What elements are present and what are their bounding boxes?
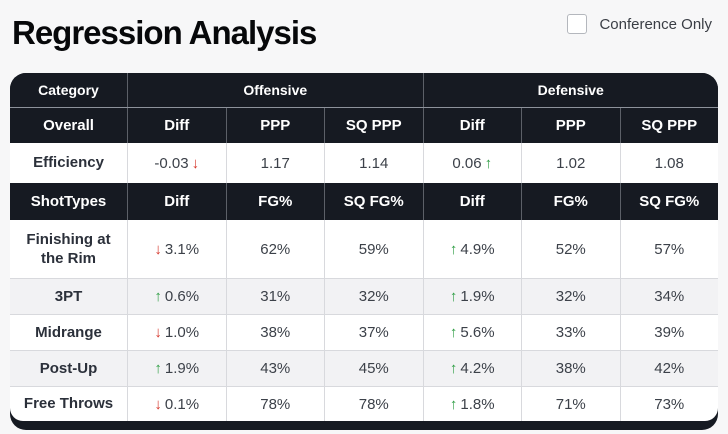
value-cell: 62%: [225, 220, 325, 278]
conference-only-label: Conference Only: [599, 15, 712, 33]
up-arrow-icon: ↑: [449, 324, 458, 341]
column-header: Diff: [127, 108, 226, 143]
up-arrow-icon: ↑: [154, 360, 162, 377]
page-title: Regression Analysis: [12, 14, 317, 51]
column-header: Diff: [422, 183, 522, 220]
value-cell: 39%: [619, 315, 719, 350]
column-header: Diff: [422, 108, 522, 143]
row-label: Midrange: [35, 323, 102, 341]
value-cell: 31%: [225, 279, 325, 314]
row-label: Finishing at the Rim: [26, 230, 111, 268]
row-label: Efficiency: [33, 154, 104, 172]
value-cell: 1.02: [521, 143, 620, 183]
row-label: Post-Up: [39, 359, 98, 377]
diff-value: 3.1%: [164, 240, 200, 258]
diff-value: 0.1%: [164, 395, 200, 413]
row-label: 3PT: [54, 287, 83, 305]
table-row-post-up: Post-Up ↑ 1.9% 43% 45% ↑ 4.2% 38% 42%: [10, 350, 718, 386]
section-header-row-overall: Overall Diff PPP SQ PPP Diff PPP SQ PPP: [10, 108, 718, 143]
value-cell: 1.08: [619, 143, 719, 183]
up-arrow-icon: ↑: [449, 288, 458, 305]
section-header-label: ShotTypes: [30, 193, 107, 210]
up-arrow-icon: ↑: [154, 288, 162, 305]
diff-cell: ↑ 4.2%: [422, 351, 522, 386]
value-cell: 52%: [521, 220, 620, 278]
up-arrow-icon: ↑: [449, 360, 458, 377]
value-cell: 33%: [521, 315, 620, 350]
defensive-group-header: Defensive: [422, 73, 719, 107]
value-cell: 32%: [521, 279, 620, 314]
value-cell: 78%: [225, 387, 325, 421]
diff-cell: ↑ 0.6%: [127, 279, 226, 314]
diff-cell: ↓ 3.1%: [127, 220, 226, 278]
value-cell: 73%: [619, 387, 719, 421]
down-arrow-icon: ↓: [154, 324, 162, 341]
down-arrow-icon: ↓: [154, 240, 162, 258]
category-header-cell: Category: [38, 82, 99, 98]
value-cell: 1.14: [324, 143, 423, 183]
diff-value: 4.2%: [460, 360, 495, 377]
conference-only-control[interactable]: Conference Only: [567, 14, 712, 34]
diff-value: 1.0%: [164, 324, 200, 341]
diff-cell: ↑ 5.6%: [422, 315, 522, 350]
diff-value: 4.9%: [460, 240, 495, 258]
column-header: PPP: [225, 108, 325, 143]
value-cell: 34%: [619, 279, 719, 314]
column-header: FG%: [225, 183, 325, 220]
row-label: Free Throws: [23, 395, 114, 413]
diff-value: 0.06: [452, 154, 482, 172]
value-cell: 57%: [619, 220, 719, 278]
value-cell: 42%: [619, 351, 719, 386]
table-row-midrange: Midrange ↓ 1.0% 38% 37% ↑ 5.6% 33% 39%: [10, 314, 718, 350]
diff-cell: ↓ 1.0%: [127, 315, 226, 350]
diff-value: 1.9%: [460, 288, 495, 305]
diff-cell: 0.06 ↑: [422, 143, 522, 183]
conference-only-checkbox[interactable]: [567, 14, 588, 34]
column-header: PPP: [521, 108, 620, 143]
value-cell: 43%: [225, 351, 325, 386]
section-header-row-shottypes: ShotTypes Diff FG% SQ FG% Diff FG% SQ FG%: [10, 183, 718, 220]
diff-value: 0.6%: [164, 288, 200, 305]
regression-analysis-table: Category Offensive Defensive Overall Diff…: [10, 73, 718, 430]
column-header: SQ FG%: [324, 183, 423, 220]
diff-value: 1.8%: [460, 395, 495, 413]
diff-cell: ↑ 1.9%: [127, 351, 226, 386]
column-header: SQ PPP: [324, 108, 423, 143]
offensive-group-header: Offensive: [127, 73, 423, 107]
column-header: SQ FG%: [619, 183, 719, 220]
value-cell: 38%: [521, 351, 620, 386]
table-row-efficiency: Efficiency -0.03 ↓ 1.17 1.14 0.06 ↑ 1.02 1.08: [10, 143, 718, 183]
diff-cell: -0.03 ↓: [127, 143, 226, 183]
diff-value: -0.03: [154, 154, 189, 172]
column-header: SQ PPP: [619, 108, 719, 143]
table-row-3pt: 3PT ↑ 0.6% 31% 32% ↑ 1.9% 32% 34%: [10, 278, 718, 314]
value-cell: 78%: [324, 387, 423, 421]
table-body: Overall Diff PPP SQ PPP Diff PPP SQ PPP Efficie…: [10, 108, 718, 421]
value-cell: 71%: [521, 387, 620, 421]
up-arrow-icon: ↑: [449, 395, 458, 413]
diff-cell: ↑ 1.8%: [422, 387, 522, 421]
down-arrow-icon: ↓: [154, 395, 162, 413]
value-cell: 1.17: [225, 143, 325, 183]
value-cell: 32%: [324, 279, 423, 314]
column-header: FG%: [521, 183, 620, 220]
diff-cell: ↑ 4.9%: [422, 220, 522, 278]
value-cell: 38%: [225, 315, 325, 350]
value-cell: 59%: [324, 220, 423, 278]
table-row-finishing-at-the-rim: Finishing at the Rim ↓ 3.1% 62% 59% ↑ 4.9% 52% 5…: [10, 220, 718, 278]
value-cell: 45%: [324, 351, 423, 386]
value-cell: 37%: [324, 315, 423, 350]
down-arrow-icon: ↓: [191, 154, 200, 172]
up-arrow-icon: ↑: [449, 240, 458, 258]
column-header: Diff: [127, 183, 226, 220]
diff-cell: ↑ 1.9%: [422, 279, 522, 314]
diff-value: 5.6%: [460, 324, 495, 341]
diff-value: 1.9%: [164, 360, 200, 377]
up-arrow-icon: ↑: [484, 154, 493, 172]
category-header-row: Category Offensive Defensive: [10, 73, 718, 108]
table-row-free-throws: Free Throws ↓ 0.1% 78% 78% ↑ 1.8% 71% 73%: [10, 386, 718, 421]
section-header-label: Overall: [43, 117, 94, 134]
diff-cell: ↓ 0.1%: [127, 387, 226, 421]
